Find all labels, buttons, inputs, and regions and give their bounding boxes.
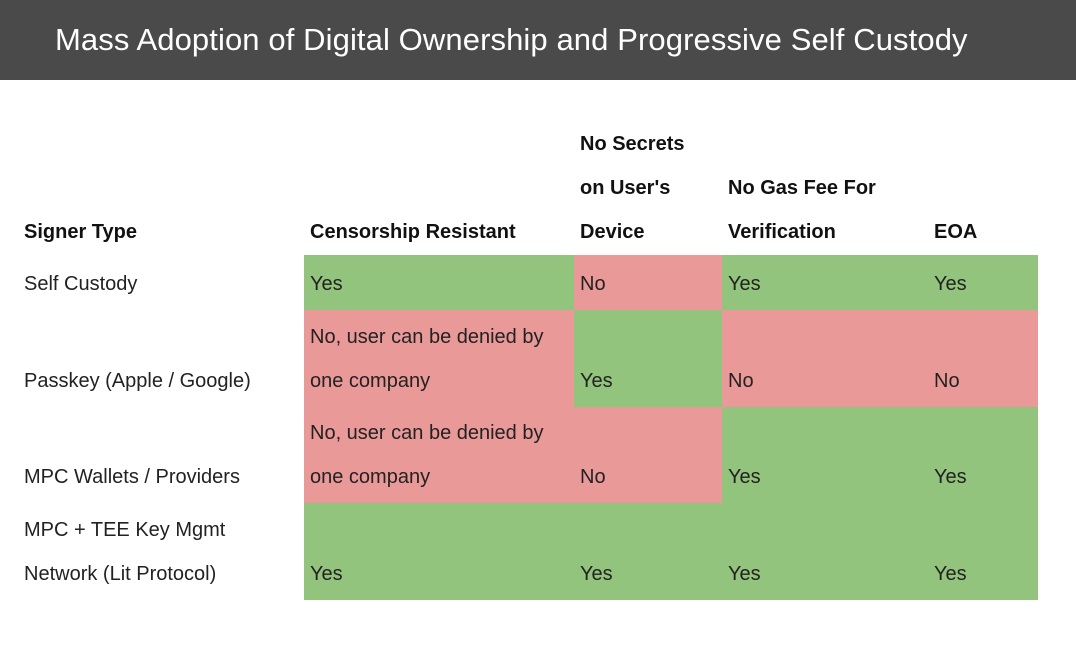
status-cell-line: Yes [728,273,761,295]
status-cell-line: one company [310,370,431,392]
row-label: MPC + TEE Key Mgmt Network (Lit Protocol) [24,503,310,600]
header-censorship-resistant-line: Censorship Resistant [310,221,516,243]
status-cell-yes: Yes [722,255,928,310]
row-label-line: MPC + TEE Key Mgmt [24,519,226,541]
row-label-line: Passkey (Apple / Google) [24,370,251,392]
header-no-gas-fee-line: Verification [728,221,836,243]
header-no-secrets: No Secrets on User's Device [574,123,722,255]
header-no-secrets-line: Device [580,221,645,243]
status-cell-yes: Yes [928,255,1038,310]
status-cell-no: No [574,407,722,503]
header-censorship-resistant: Censorship Resistant [304,123,574,255]
header-signer-type-line: Signer Type [24,221,137,243]
status-cell-line: Yes [728,563,761,585]
header-no-gas-fee-line: No Gas Fee For [728,177,876,199]
status-cell-line: No [934,370,960,392]
header-no-secrets-line: on User's [580,177,671,199]
status-cell-line: Yes [728,466,761,488]
status-cell-yes: Yes [304,503,574,600]
row-label-line: MPC Wallets / Providers [24,466,240,488]
status-cell-line: Yes [580,370,613,392]
status-cell-line: one company [310,466,431,488]
status-cell-no: No [722,310,928,407]
status-cell-yes: Yes [928,503,1038,600]
status-cell-line: Yes [934,466,967,488]
header-no-gas-fee: No Gas Fee For Verification [722,123,928,255]
header-eoa: EOA [928,123,1038,255]
status-cell-line: Yes [310,273,343,295]
status-cell-no: No, user can be denied by one company [304,407,574,503]
status-cell-line: Yes [934,563,967,585]
status-cell-line: No, user can be denied by [310,326,544,348]
status-cell-yes: Yes [722,407,928,503]
status-cell-yes: Yes [574,503,722,600]
status-cell-line: Yes [934,273,967,295]
status-cell-line: No [728,370,754,392]
row-label-line: Network (Lit Protocol) [24,563,217,585]
row-label: Self Custody [24,255,310,310]
header-signer-type: Signer Type [24,123,310,255]
status-cell-line: Yes [310,563,343,585]
status-cell-yes: Yes [574,310,722,407]
page-title: Mass Adoption of Digital Ownership and P… [0,0,1076,80]
status-cell-line: No [580,466,606,488]
page-title-text: Mass Adoption of Digital Ownership and P… [55,22,968,57]
status-cell-line: Yes [580,563,613,585]
row-label-line: Self Custody [24,273,138,295]
status-cell-line: No, user can be denied by [310,422,544,444]
status-cell-no: No, user can be denied by one company [304,310,574,407]
status-cell-no: No [928,310,1038,407]
status-cell-line: No [580,273,606,295]
status-cell-yes: Yes [722,503,928,600]
status-cell-yes: Yes [304,255,574,310]
row-label: Passkey (Apple / Google) [24,310,310,407]
header-eoa-line: EOA [934,221,978,243]
header-no-secrets-line: No Secrets [580,133,685,155]
status-cell-yes: Yes [928,407,1038,503]
status-cell-no: No [574,255,722,310]
row-label: MPC Wallets / Providers [24,407,310,503]
